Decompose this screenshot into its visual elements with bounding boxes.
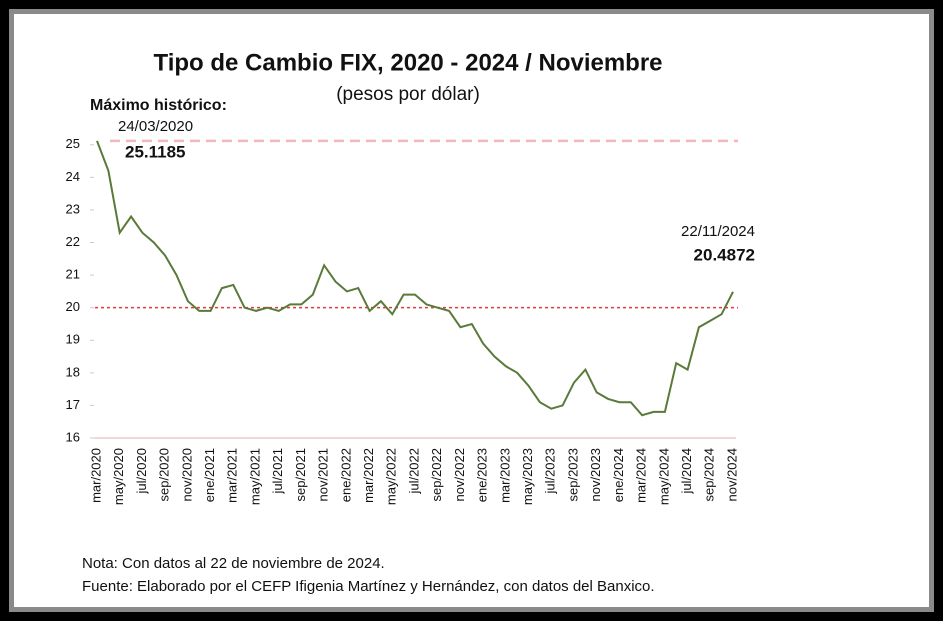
x-tick-label: mar/2023: [497, 448, 512, 503]
x-tick-label: mar/2021: [225, 448, 240, 503]
x-tick-label: sep/2020: [157, 448, 172, 502]
x-tick-label: ene/2021: [202, 448, 217, 502]
annotation-heading: Máximo histórico:: [90, 97, 227, 114]
x-tick-label: may/2023: [520, 448, 535, 505]
chart-subtitle: (pesos por dólar): [336, 84, 480, 105]
annotation-date: 22/11/2024: [681, 223, 755, 240]
y-tick-label: 16: [66, 429, 80, 444]
y-tick-label: 21: [66, 267, 80, 282]
x-tick-label: jul/2021: [270, 448, 285, 495]
y-tick-label: 20: [66, 299, 80, 314]
x-tick-label: jul/2023: [543, 448, 558, 495]
note: Nota: Con datos al 22 de noviembre de 20…: [82, 555, 385, 572]
x-tick-label: may/2024: [656, 448, 671, 505]
y-tick-label: 22: [66, 234, 80, 249]
x-tick-label: nov/2023: [588, 448, 603, 502]
x-tick-label: may/2020: [111, 448, 126, 505]
x-tick-label: sep/2023: [565, 448, 580, 502]
x-tick-label: may/2022: [384, 448, 399, 505]
x-tick-label: jul/2020: [134, 448, 149, 495]
x-tick-label: sep/2022: [429, 448, 444, 502]
note: Fuente: Elaborado por el CEFP Ifigenia M…: [82, 578, 655, 595]
x-tick-label: nov/2020: [179, 448, 194, 502]
x-tick-label: sep/2024: [702, 448, 717, 502]
annotation-value: 25.1185: [125, 142, 186, 161]
x-tick-label: ene/2024: [611, 448, 626, 502]
annotation-value: 20.4872: [694, 245, 755, 264]
x-tick-label: ene/2022: [338, 448, 353, 502]
x-tick-label: nov/2021: [316, 448, 331, 502]
x-tick-label: mar/2024: [634, 448, 649, 503]
y-tick-label: 19: [66, 332, 80, 347]
x-tick-label: mar/2022: [361, 448, 376, 503]
y-tick-label: 18: [66, 364, 80, 379]
y-tick-label: 17: [66, 397, 80, 412]
frame-inner: [14, 14, 929, 607]
y-tick-label: 25: [66, 136, 80, 151]
x-tick-label: ene/2023: [475, 448, 490, 502]
x-tick-label: jul/2024: [679, 448, 694, 495]
x-tick-label: nov/2022: [452, 448, 467, 502]
chart-title: Tipo de Cambio FIX, 2020 - 2024 / Noviem…: [153, 49, 662, 76]
data-line: [96, 140, 734, 417]
x-tick-label: jul/2022: [406, 448, 421, 495]
x-tick-label: mar/2020: [88, 448, 103, 503]
x-tick-label: nov/2024: [724, 448, 739, 502]
x-tick-label: sep/2021: [293, 448, 308, 502]
y-tick-label: 24: [66, 169, 80, 184]
x-tick-label: may/2021: [247, 448, 262, 505]
annotation-date: 24/03/2020: [118, 118, 193, 135]
y-tick-label: 23: [66, 201, 80, 216]
